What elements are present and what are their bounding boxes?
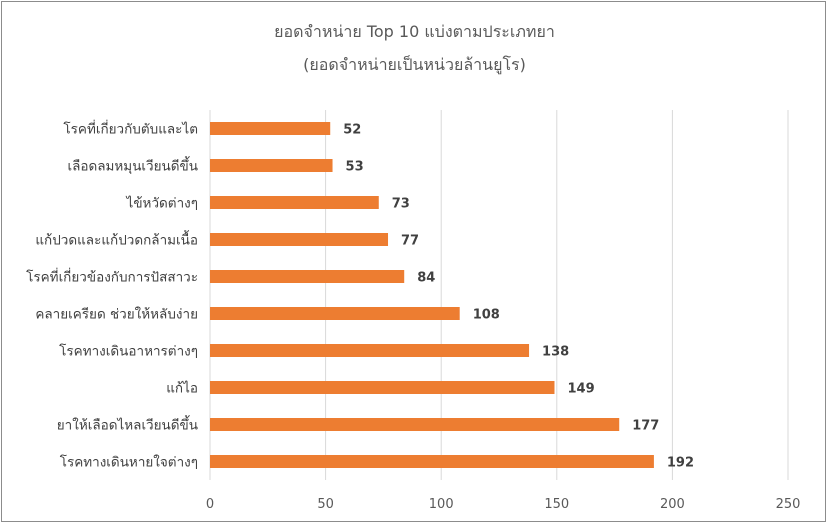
data-label: 177	[632, 419, 659, 434]
category-label: โรคทางเดินอาหารต่างๆ	[59, 343, 198, 360]
data-label: 53	[346, 160, 364, 175]
data-label: 73	[392, 197, 410, 212]
x-tick-label: 50	[317, 497, 334, 512]
x-tick-label: 150	[544, 497, 569, 512]
bar	[210, 196, 379, 209]
bar	[210, 159, 333, 172]
data-label: 138	[542, 345, 569, 360]
data-label: 84	[417, 271, 435, 286]
bars	[210, 122, 654, 468]
chart-subtitle: (ยอดจำหน่ายเป็นหน่วยล้านยูโร)	[303, 55, 526, 74]
data-label: 149	[567, 382, 594, 397]
data-label: 77	[401, 234, 419, 249]
x-tick-label: 250	[776, 497, 801, 512]
bar	[210, 122, 331, 135]
category-label: โรคทางเดินหายใจต่างๆ	[60, 454, 198, 471]
bar	[210, 270, 405, 283]
category-label: ยาให้เลือดไหลเวียนดีขึ้น	[57, 415, 198, 434]
data-label: 108	[473, 308, 500, 323]
category-label: เลือดลมหมุนเวียนดีขึ้น	[67, 156, 198, 175]
bar	[210, 233, 389, 246]
x-tick-label: 100	[429, 497, 454, 512]
labels: 0 50 100 150 200 250 โรคที่เกี่ยวกับตับและไต 52…	[26, 120, 800, 513]
bar	[210, 381, 555, 394]
bar	[210, 344, 530, 357]
bar	[210, 455, 654, 468]
bar	[210, 307, 460, 320]
data-label: 52	[343, 123, 361, 138]
chart-title: ยอดจำหน่าย Top 10 แบ่งตามประเภทยา	[274, 22, 555, 41]
x-tick-label: 0	[206, 497, 214, 512]
category-label: โรคที่เกี่ยวกับตับและไต	[63, 120, 198, 138]
category-label: ไข้หวัดต่างๆ	[126, 196, 198, 212]
data-label: 192	[667, 456, 694, 471]
category-label: แก้ปวดและแก้ปวดกล้ามเนื้อ	[35, 230, 198, 249]
bar	[210, 418, 620, 431]
category-label: คลายเครียด ช่วยให้หลับง่าย	[35, 306, 198, 323]
category-label: แก้ไอ	[166, 381, 198, 397]
x-tick-label: 200	[660, 497, 685, 512]
category-label: โรคที่เกี่ยวข้องกับการปัสสาวะ	[26, 268, 198, 286]
